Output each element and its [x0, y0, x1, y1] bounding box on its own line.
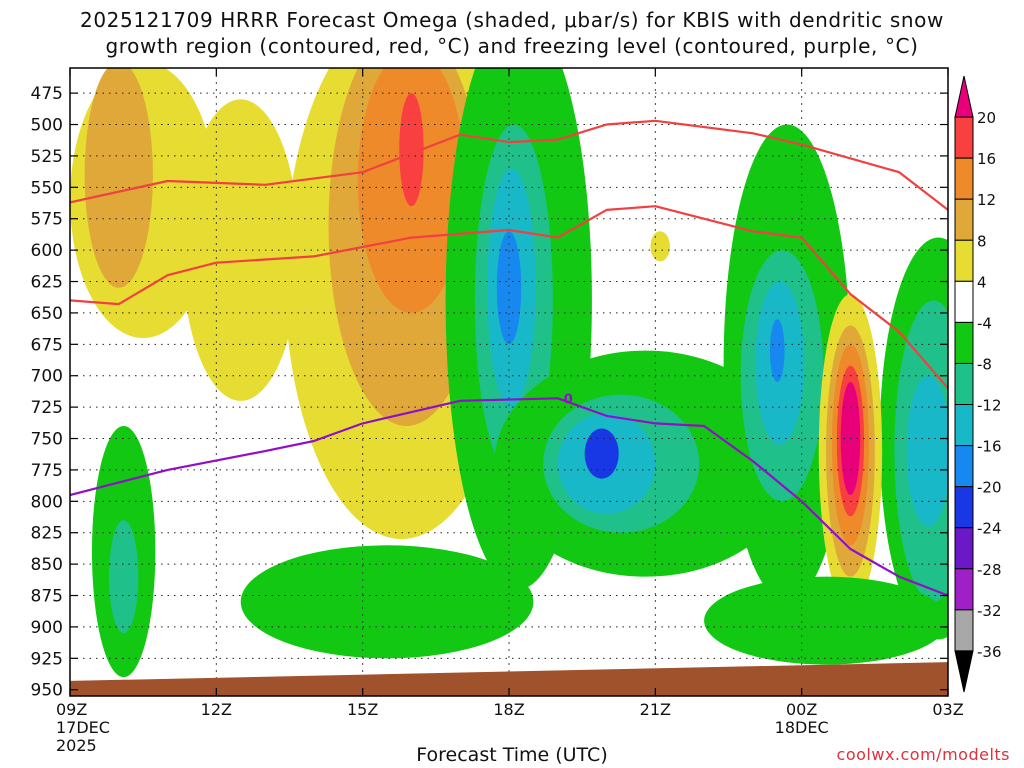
colorbar-bin — [954, 609, 974, 652]
omega-region--4 — [704, 576, 948, 665]
colorbar-label: -24 — [977, 520, 1002, 538]
y-tick-label: 850 — [31, 555, 63, 575]
y-tick-label: 575 — [31, 210, 63, 230]
colorbar-bin — [954, 280, 974, 323]
colorbar-label: -28 — [977, 561, 1002, 579]
y-tick-label: 625 — [31, 273, 63, 293]
contour-line-1 — [70, 119, 948, 211]
omega-region--16 — [769, 319, 785, 382]
colorbar-bin — [954, 362, 974, 406]
colorbar-label: -32 — [977, 602, 1002, 620]
omega-region--8 — [109, 520, 139, 634]
colorbar-bin — [954, 157, 974, 200]
colorbar-label: -36 — [977, 643, 1002, 661]
colorbar-label: -8 — [977, 355, 992, 373]
contour-line-2 — [70, 205, 948, 390]
omega-region--4 — [240, 545, 534, 659]
colorbar-bin — [954, 445, 974, 488]
x-tick-label: 00Z — [786, 700, 817, 719]
x-tick-label: 15Z — [347, 700, 378, 719]
colorbar-label: 8 — [977, 232, 987, 250]
colorbar-bin — [954, 404, 974, 447]
contour-line-3 — [70, 397, 948, 597]
x-axis-label: Forecast Time (UTC) — [416, 744, 608, 766]
y-tick-label: 650 — [31, 304, 63, 324]
contour-label: 0 — [564, 392, 573, 407]
colorbar-label: 20 — [977, 109, 996, 127]
colorbar-bin — [954, 198, 974, 241]
colorbar-label: -12 — [977, 397, 1002, 415]
y-tick-label: 675 — [31, 335, 63, 355]
x-tick-label: 09Z — [56, 700, 87, 719]
colorbar-bin — [954, 527, 974, 570]
colorbar-label: -4 — [977, 314, 992, 332]
y-tick-label: 750 — [31, 430, 63, 450]
x-tick-label: 03Z — [932, 700, 963, 719]
credit-link[interactable]: coolwx.com/modelts — [836, 745, 1010, 764]
colorbar-bin — [954, 568, 974, 611]
omega-region-16 — [399, 93, 424, 207]
omega-region-8 — [84, 68, 153, 288]
y-tick-label: 875 — [31, 587, 63, 607]
colorbar: 20 16 12 8 4 -4 -8 -12 -16 -20 -24 -28 -32 -36 — [954, 75, 1002, 693]
colorbar-label: 12 — [977, 191, 996, 209]
y-tick-label: 900 — [31, 618, 63, 638]
y-tick-label: 500 — [31, 116, 63, 136]
y-tick-label: 725 — [31, 398, 63, 418]
x-tick-label: 21Z — [640, 700, 671, 719]
y-tick-label: 475 — [31, 84, 63, 104]
y-tick-label: 950 — [31, 681, 63, 701]
y-tick-label: 775 — [31, 461, 63, 481]
plot-area: 0 — [70, 68, 948, 696]
x-tick-date: 18DEC — [775, 718, 829, 737]
colorbar-label: -20 — [977, 479, 1002, 497]
omega-region--16 — [496, 231, 522, 345]
x-tick-year: 2025 — [56, 736, 97, 755]
colorbar-bin — [954, 239, 974, 282]
x-tick-label: 12Z — [201, 700, 232, 719]
omega-region-4 — [182, 99, 300, 401]
y-tick-label: 800 — [31, 492, 63, 512]
colorbar-bin — [954, 116, 974, 159]
y-tick-label: 925 — [31, 649, 63, 669]
colorbar-label: 4 — [977, 273, 987, 291]
colorbar-bin — [954, 486, 974, 529]
y-tick-label: 700 — [31, 367, 63, 387]
x-tick-label: 18Z — [493, 700, 524, 719]
omega-region--12 — [906, 375, 948, 527]
colorbar-label: 16 — [977, 150, 996, 168]
omega-region-4 — [650, 231, 670, 262]
y-tick-label: 550 — [31, 178, 63, 198]
x-tick-date: 17DEC — [56, 718, 110, 737]
colorbar-bin — [954, 321, 974, 364]
y-tick-label: 825 — [31, 524, 63, 544]
chart-title: 2025121709 HRRR Forecast Omega (shaded, … — [80, 8, 944, 32]
y-tick-label: 525 — [31, 147, 63, 167]
colorbar-bin-top — [954, 75, 974, 118]
omega-region--20 — [584, 428, 619, 479]
chart-title-line2: growth region (contoured, red, °C) and f… — [105, 34, 919, 58]
y-tick-label: 600 — [31, 241, 63, 261]
colorbar-bin-bottom — [954, 650, 974, 693]
colorbar-label: -16 — [977, 438, 1002, 456]
terrain-band — [70, 662, 948, 696]
